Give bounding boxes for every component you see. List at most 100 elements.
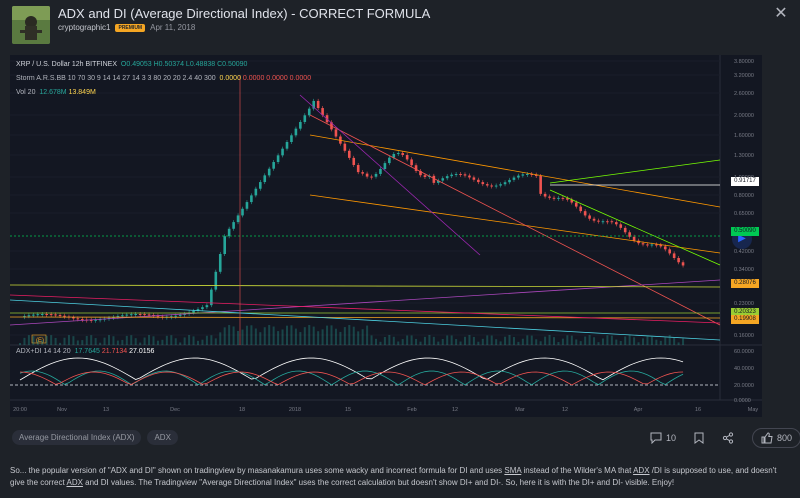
volume-bar — [188, 335, 191, 345]
price-tick: 1.60000 — [734, 133, 754, 139]
candle-body — [178, 314, 182, 316]
adx-value-1: 17.7645 — [74, 348, 100, 355]
volume-bar — [570, 335, 573, 345]
action-bar: 10 800 — [650, 428, 800, 448]
candle-body — [94, 319, 97, 321]
volume-bar — [450, 335, 453, 345]
author-avatar[interactable] — [12, 6, 50, 44]
candle-body — [36, 314, 40, 316]
volume-bar — [90, 335, 93, 345]
volume-bar — [85, 335, 88, 345]
volume-bar — [148, 335, 151, 345]
volume-bar — [593, 337, 596, 345]
candle-body — [348, 150, 351, 158]
candle-body — [388, 157, 391, 164]
volume-bar — [601, 338, 604, 345]
candle-body — [54, 314, 57, 316]
share-icon — [722, 432, 734, 444]
comments-button[interactable]: 10 — [650, 432, 676, 444]
time-tick: 12 — [452, 407, 458, 413]
candle-body — [637, 240, 640, 244]
price-chart[interactable]: 3.80000 3.20000 2.60000 2.00000 1.60000 1.300… — [10, 55, 762, 417]
share-button[interactable] — [722, 432, 734, 444]
candle-body — [597, 220, 600, 222]
candle-body — [352, 157, 356, 165]
volume-bar — [125, 335, 128, 345]
candle-body — [512, 177, 516, 180]
premium-badge: PREMIUM — [115, 23, 146, 32]
time-tick: 16 — [695, 407, 701, 413]
idea-header: ADX and DI (Average Directional Index) -… — [0, 0, 800, 50]
volume-bar — [121, 339, 124, 345]
volume-bar — [495, 339, 498, 345]
volume-bar — [161, 339, 164, 345]
vol-label: Vol 20 — [16, 89, 36, 96]
chart-panel[interactable]: 3.80000 3.20000 2.60000 2.00000 1.60000 1.300… — [10, 55, 762, 417]
publish-date: Apr 11, 2018 — [150, 23, 196, 32]
author-name[interactable]: cryptographic1 — [58, 23, 111, 32]
candle-body — [615, 222, 618, 225]
volume-bar — [165, 335, 168, 345]
candle-body — [583, 211, 587, 216]
volume-bar — [19, 343, 21, 345]
candle-body — [655, 244, 658, 246]
volume-bar — [223, 327, 226, 345]
volume-bar — [67, 335, 70, 345]
volume-bar — [472, 336, 475, 345]
volume-bar — [139, 342, 142, 345]
volume-bar — [63, 337, 66, 345]
volume-bar — [544, 336, 547, 345]
link-sma[interactable]: SMA — [504, 466, 522, 475]
candle-body — [76, 318, 80, 320]
volume-bar — [281, 329, 284, 345]
like-button[interactable]: 800 — [752, 428, 800, 448]
candle-body — [192, 310, 195, 313]
volume-bar — [268, 325, 271, 345]
favorite-button[interactable] — [694, 432, 704, 444]
candle-body — [663, 246, 667, 250]
candle-body — [592, 218, 596, 221]
tag-adx[interactable]: ADX — [147, 430, 178, 445]
volume-bar — [455, 339, 458, 345]
volume-bar — [277, 331, 280, 345]
volume-bar — [437, 341, 440, 345]
candle-body — [370, 176, 373, 178]
volume-bar — [650, 335, 653, 345]
price-tick: 0.23000 — [734, 301, 754, 307]
candle-body — [343, 143, 347, 151]
link-adx-2[interactable]: ADX — [66, 478, 83, 487]
candle-body — [396, 153, 400, 155]
trendline-cyan — [10, 299, 721, 341]
volume-bar — [214, 338, 217, 345]
event-marker-box — [31, 334, 47, 344]
adx-tick: 40.0000 — [734, 366, 754, 372]
volume-bar — [392, 336, 395, 345]
volume-bar — [375, 338, 377, 345]
candle-body — [356, 165, 360, 173]
candle-body — [641, 243, 645, 245]
trendline-pink — [10, 294, 721, 324]
candle-body — [410, 159, 413, 166]
volume-bar — [179, 342, 182, 345]
volume-bar — [566, 335, 569, 345]
volume-bar — [286, 325, 288, 345]
close-icon[interactable]: ✕ — [774, 5, 788, 22]
candle-body — [543, 193, 547, 197]
storm-value-4: 0.0000 — [289, 75, 312, 82]
time-tick: May — [748, 407, 759, 413]
volume-bar — [428, 335, 431, 345]
candle-body — [125, 314, 129, 316]
link-adx[interactable]: ADX — [633, 466, 650, 475]
volume-bar — [655, 339, 658, 345]
volume-bar — [41, 340, 44, 345]
adx-value-2: 21.7134 — [101, 348, 128, 355]
volume-bar — [197, 340, 199, 345]
candle-body — [170, 316, 173, 318]
candle-body — [156, 315, 160, 317]
volume-bar — [72, 336, 75, 345]
candle-body — [494, 185, 498, 187]
tag-adx-full[interactable]: Average Directional Index (ADX) — [12, 430, 142, 445]
candle-body — [570, 199, 574, 203]
candle-body — [263, 175, 267, 183]
volume-bar — [219, 332, 222, 345]
